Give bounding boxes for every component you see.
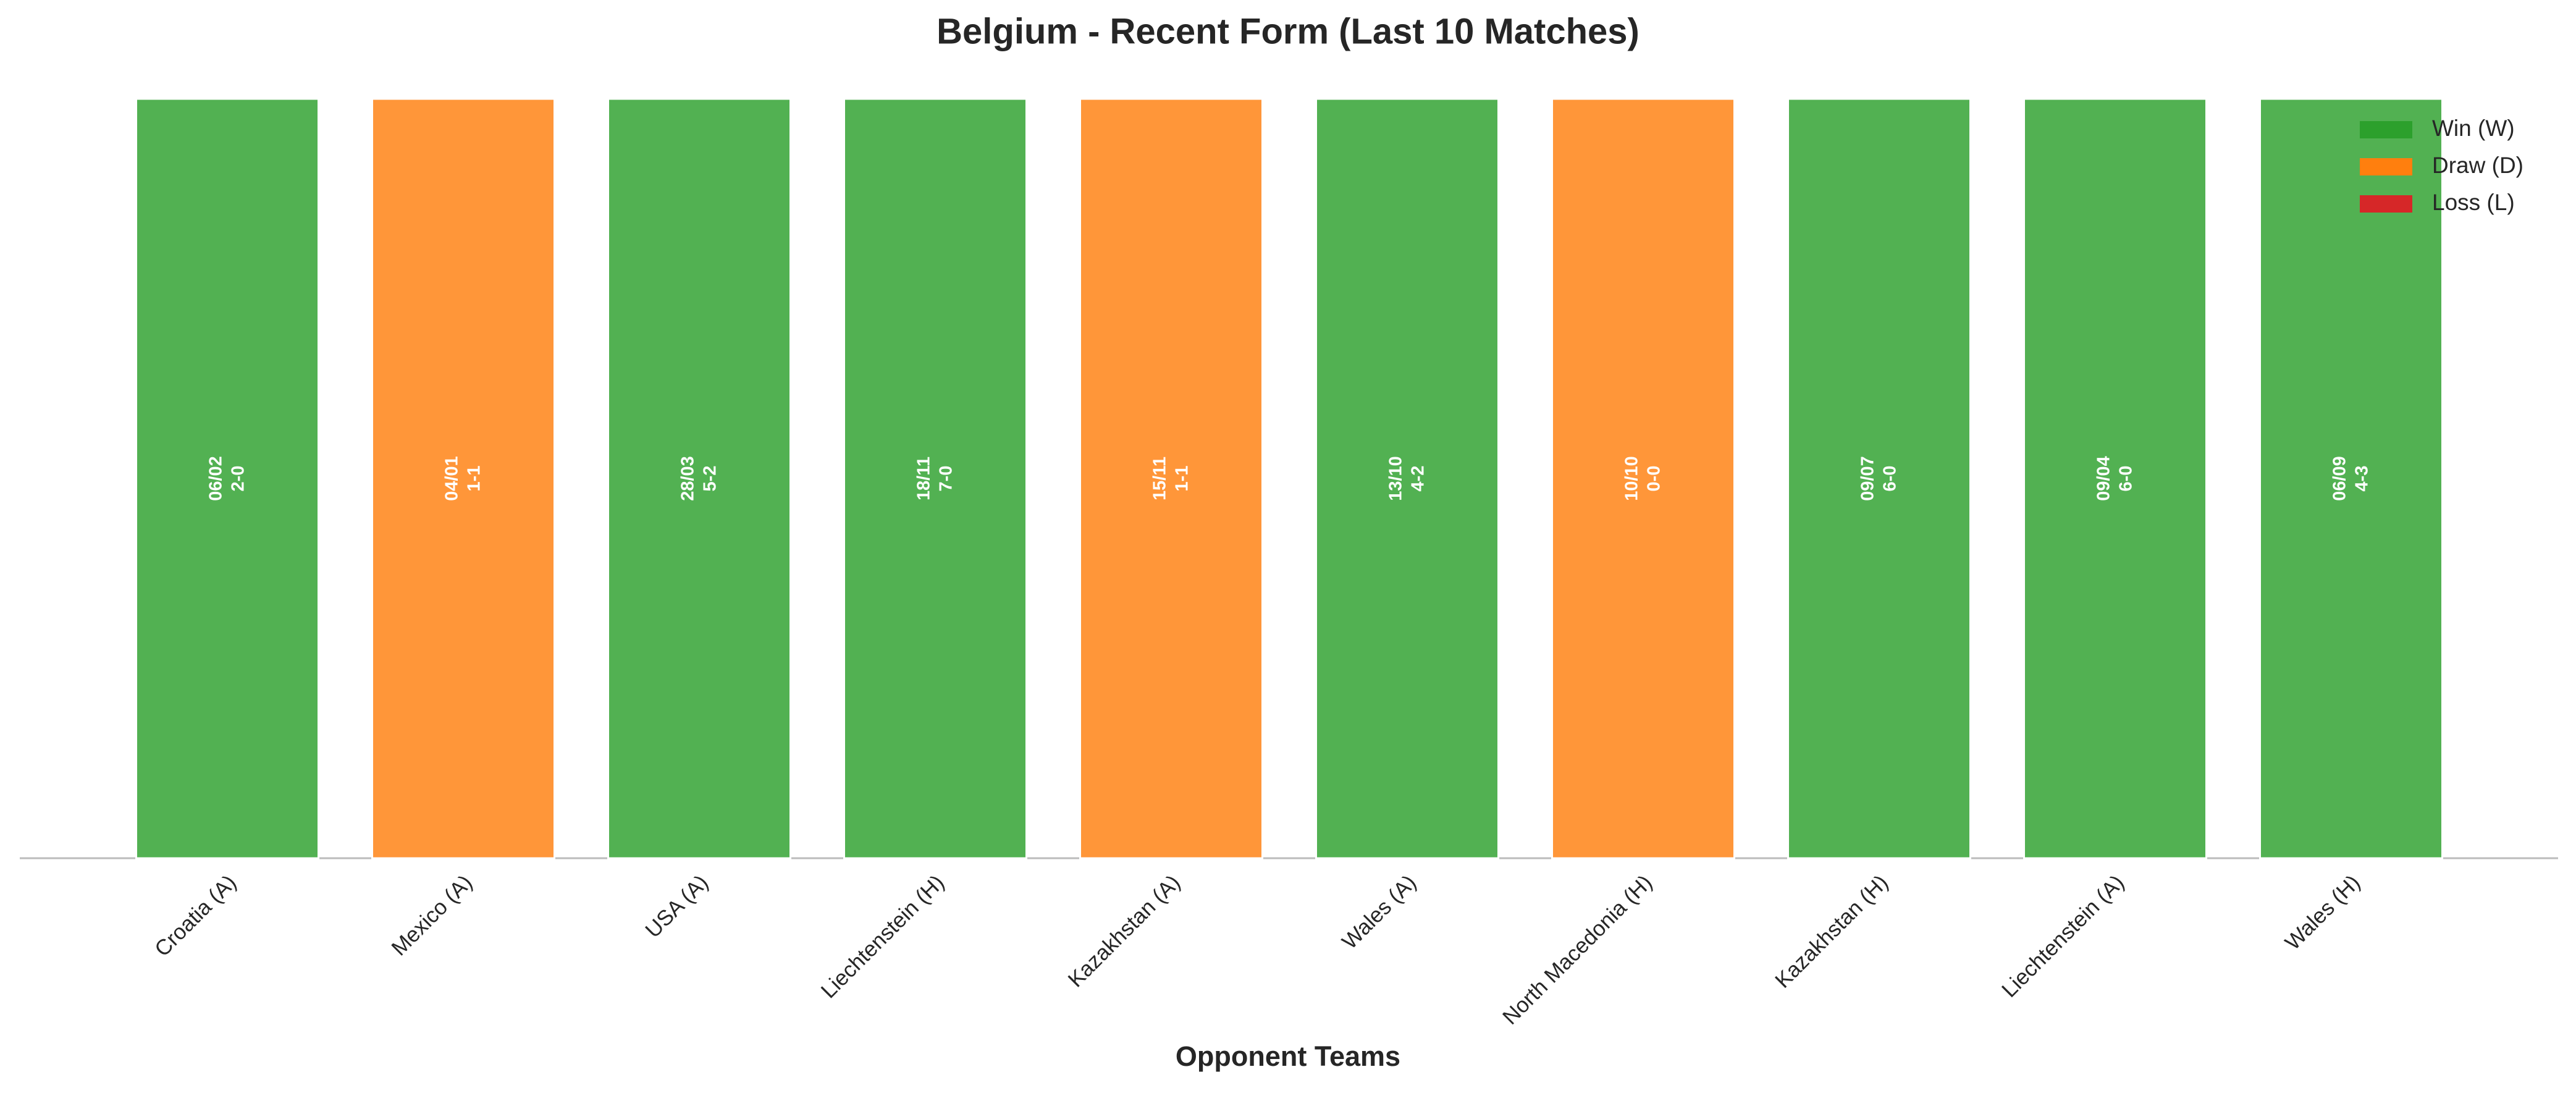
bar-label: 2-0 xyxy=(229,466,248,492)
bar-label: 10/10 xyxy=(1622,456,1642,501)
bar-label: 6-0 xyxy=(1880,466,1900,492)
bar-label: 15/11 xyxy=(1150,457,1170,500)
bar-label: 6-0 xyxy=(2116,466,2136,492)
bar-label: 4-3 xyxy=(2352,466,2372,492)
bar-label: 06/09 xyxy=(2330,456,2350,501)
x-tick-label: Kazakhstan (H) xyxy=(1770,871,1893,993)
legend-swatch xyxy=(2360,195,2412,213)
bar xyxy=(2259,98,2443,859)
bar xyxy=(1315,98,1499,859)
legend-swatch xyxy=(2360,158,2412,175)
bar-label: 18/11 xyxy=(914,457,934,500)
bar xyxy=(2023,98,2207,859)
bar-label: 28/03 xyxy=(678,456,698,501)
x-tick-label: Wales (A) xyxy=(1337,871,1421,954)
bar-label: 06/02 xyxy=(206,456,226,501)
bar-label: 4-2 xyxy=(1408,466,1428,492)
bar-label: 1-1 xyxy=(1172,466,1192,492)
bar-label: 5-2 xyxy=(701,466,720,492)
x-tick-label: Mexico (A) xyxy=(387,871,477,961)
bar-label: 04/01 xyxy=(442,456,462,501)
bar xyxy=(371,98,555,859)
x-tick-label: USA (A) xyxy=(641,871,713,943)
bar-label: 1-1 xyxy=(465,466,484,492)
legend-swatch xyxy=(2360,121,2412,138)
bar xyxy=(1079,98,1263,859)
legend-label: Draw (D) xyxy=(2432,153,2523,178)
bar-label: 09/04 xyxy=(2094,456,2114,501)
x-tick-label: Croatia (A) xyxy=(150,871,241,961)
legend-label: Loss (L) xyxy=(2432,190,2515,215)
bar-label: 7-0 xyxy=(937,466,956,492)
bar xyxy=(135,98,319,859)
bar xyxy=(1787,98,1971,859)
bar-label: 0-0 xyxy=(1644,466,1664,492)
bar xyxy=(1551,98,1735,859)
chart-title: Belgium - Recent Form (Last 10 Matches) xyxy=(937,11,1639,51)
bar-label: 13/10 xyxy=(1386,456,1406,501)
bar xyxy=(843,98,1027,859)
bar-label: 09/07 xyxy=(1858,456,1878,501)
x-tick-label: Wales (H) xyxy=(2281,871,2365,955)
legend-label: Win (W) xyxy=(2432,116,2515,141)
x-axis-label: Opponent Teams xyxy=(1176,1040,1400,1072)
x-tick-label: Kazakhstan (A) xyxy=(1063,871,1185,992)
x-tick-label: North Macedonia (H) xyxy=(1498,871,1657,1029)
x-tick-label: Liechtenstein (H) xyxy=(817,871,949,1003)
x-tick-label: Liechtenstein (A) xyxy=(1997,871,2129,1002)
bar xyxy=(607,98,791,859)
